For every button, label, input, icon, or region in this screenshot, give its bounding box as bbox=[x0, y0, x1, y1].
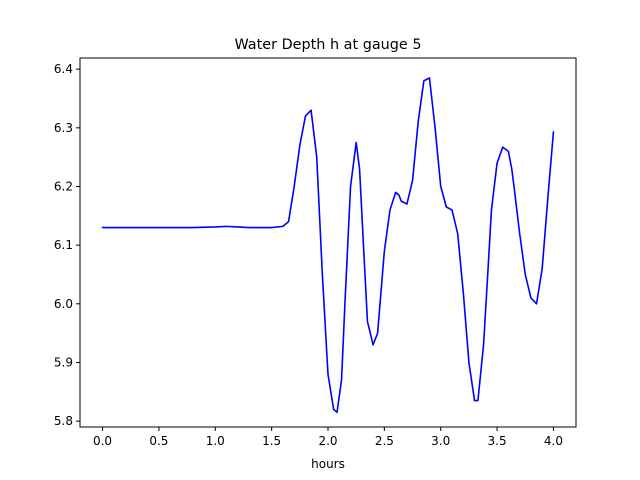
x-tick-label: 3.0 bbox=[431, 434, 450, 448]
y-tick-label: 6.3 bbox=[54, 121, 73, 135]
series-line-0 bbox=[101, 77, 555, 414]
x-tick-label: 4.0 bbox=[544, 434, 563, 448]
x-tick-label: 0.5 bbox=[149, 434, 168, 448]
plot-area bbox=[79, 57, 577, 428]
x-tick-label: 1.0 bbox=[206, 434, 225, 448]
x-axis: 0.0 0.5 1.0 1.5 2.0 2.5 3.0 3.5 4.0 bbox=[93, 427, 563, 448]
x-tick-label: 3.5 bbox=[488, 434, 507, 448]
x-axis-label: hours bbox=[311, 457, 345, 471]
y-axis: 5.8 5.9 6.0 6.1 6.2 6.3 6.4 bbox=[54, 62, 80, 428]
chart-title: Water Depth h at gauge 5 bbox=[234, 37, 421, 53]
x-tick-label: 0.0 bbox=[93, 434, 112, 448]
y-tick-label: 5.8 bbox=[54, 414, 73, 428]
y-tick-label: 6.0 bbox=[54, 297, 73, 311]
y-tick-label: 6.4 bbox=[54, 62, 73, 76]
y-tick-label: 6.2 bbox=[54, 179, 73, 193]
x-tick-label: 1.5 bbox=[262, 434, 281, 448]
y-tick-label: 6.1 bbox=[54, 238, 73, 252]
x-tick-label: 2.5 bbox=[375, 434, 394, 448]
x-tick-label: 2.0 bbox=[318, 434, 337, 448]
y-tick-label: 5.9 bbox=[54, 355, 73, 369]
